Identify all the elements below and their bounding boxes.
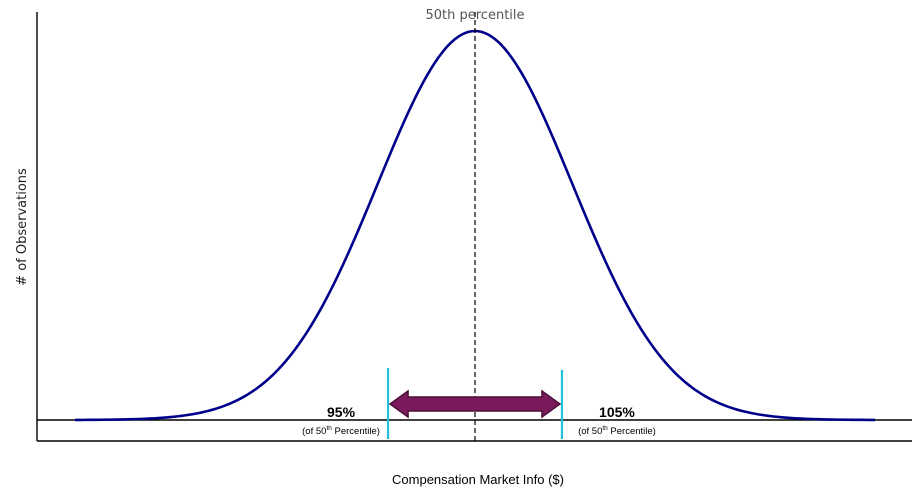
distribution-curve [74, 29, 876, 422]
y-axis-label: # of Observations [15, 168, 30, 286]
x-axis-label: Compensation Market Info ($) [392, 472, 564, 487]
range-arrow [388, 389, 562, 419]
marker-label-95: 95% [327, 404, 356, 420]
marker-sublabel-105: (of 50th Percentile) [578, 425, 656, 437]
marker-label-105: 105% [599, 404, 635, 420]
peak-label: 50th percentile [425, 8, 524, 23]
marker-sublabel-95: (of 50th Percentile) [302, 425, 380, 437]
